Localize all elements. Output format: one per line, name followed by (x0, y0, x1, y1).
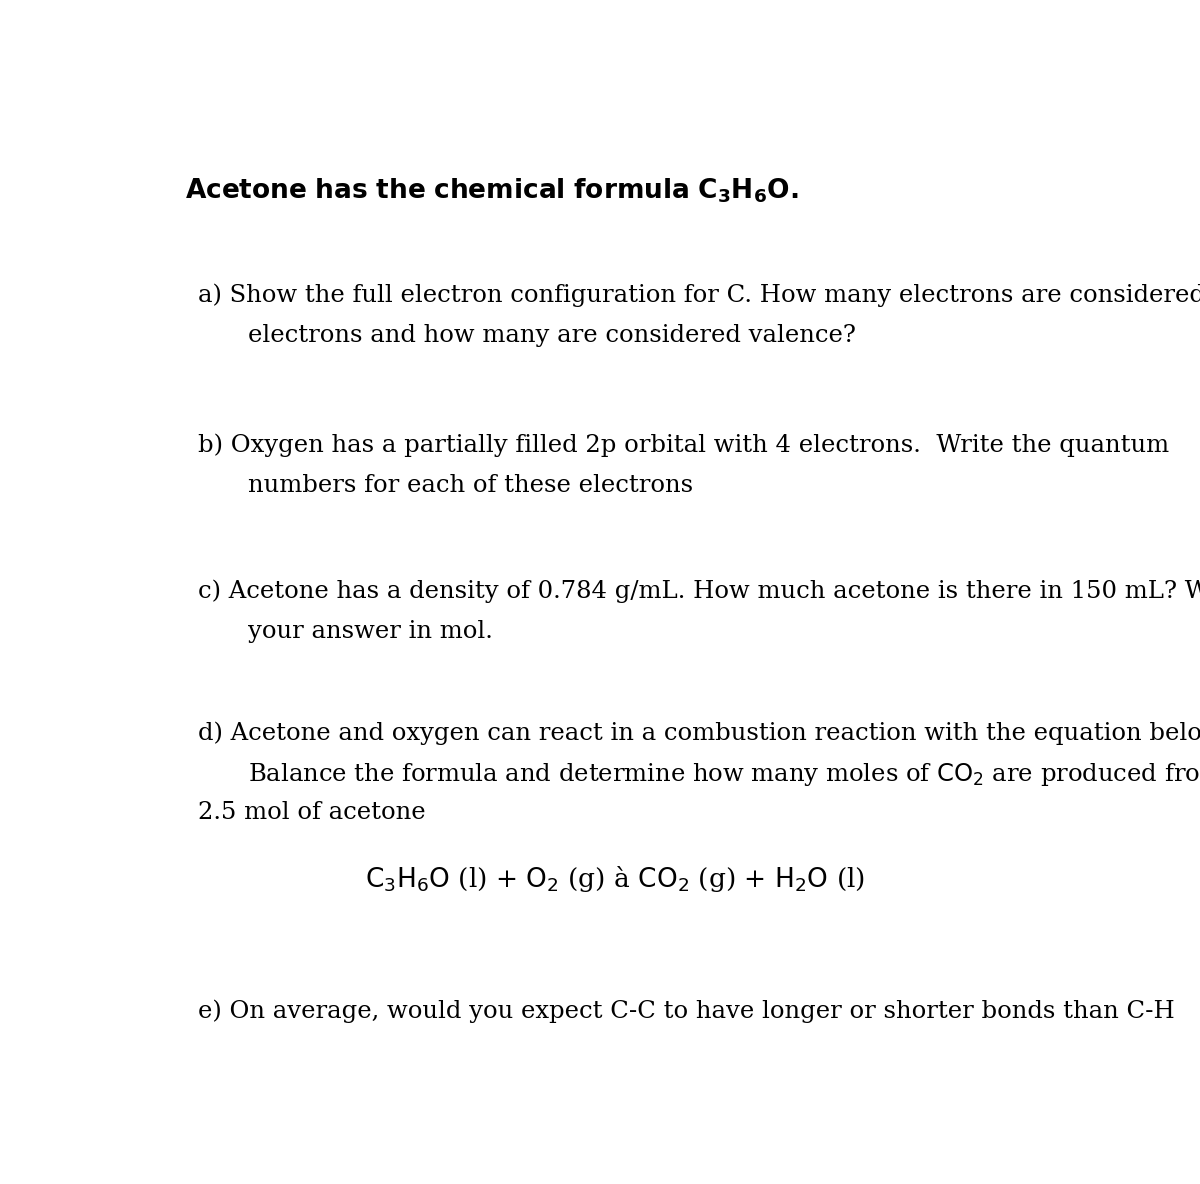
Text: 2.5 mol of acetone: 2.5 mol of acetone (198, 802, 426, 824)
Text: c) Acetone has a density of 0.784 g/mL. How much acetone is there in 150 mL? Wri: c) Acetone has a density of 0.784 g/mL. … (198, 580, 1200, 603)
Text: a) Show the full electron configuration for C. How many electrons are considered: a) Show the full electron configuration … (198, 283, 1200, 307)
Text: your answer in mol.: your answer in mol. (247, 619, 492, 643)
Text: Balance the formula and determine how many moles of $\mathrm{CO_2}$ are produced: Balance the formula and determine how ma… (247, 761, 1200, 789)
Text: numbers for each of these electrons: numbers for each of these electrons (247, 474, 692, 497)
Text: e) On average, would you expect C-C to have longer or shorter bonds than C-H: e) On average, would you expect C-C to h… (198, 999, 1175, 1023)
Text: $\mathrm{C_3H_6O}$ (l) + $\mathrm{O_2}$ (g) à $\mathrm{CO_2}$ (g) + $\mathrm{H_2: $\mathrm{C_3H_6O}$ (l) + $\mathrm{O_2}$ … (365, 863, 865, 894)
Text: d) Acetone and oxygen can react in a combustion reaction with the equation below: d) Acetone and oxygen can react in a com… (198, 721, 1200, 745)
Text: electrons and how many are considered valence?: electrons and how many are considered va… (247, 323, 856, 347)
Text: $\bf{Acetone\ has\ the\ chemical\ formula\ C_3H_6O.}$: $\bf{Acetone\ has\ the\ chemical\ formul… (185, 176, 799, 205)
Text: b) Oxygen has a partially filled 2p orbital with 4 electrons.  Write the quantum: b) Oxygen has a partially filled 2p orbi… (198, 433, 1170, 457)
